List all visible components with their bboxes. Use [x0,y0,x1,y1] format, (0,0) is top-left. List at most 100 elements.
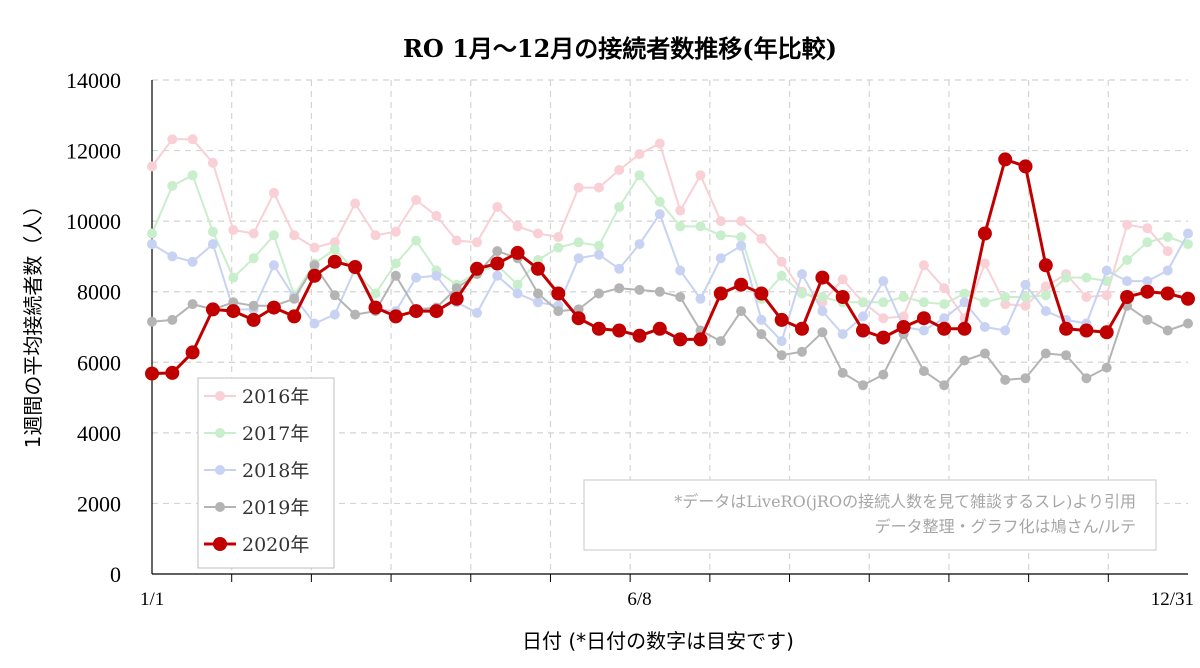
data-point [1142,276,1153,287]
data-point [1162,325,1173,336]
series-0 [147,134,1173,324]
data-point [551,286,566,301]
data-point [1061,272,1072,283]
y-axis-label: 1週間の平均接続者数（人） [21,196,45,449]
x-axis-label: 日付 (*日付の数字は目安です) [522,629,794,653]
data-point [510,245,525,260]
data-point [492,202,503,212]
data-point [756,314,767,325]
data-point [593,288,604,299]
data-point [918,366,929,377]
data-point [553,242,564,253]
data-point [1160,286,1175,301]
data-point [959,355,970,366]
data-point [145,366,159,381]
data-point [939,283,950,294]
data-point [695,293,706,304]
data-point [634,149,645,160]
data-point [979,322,990,332]
series-group [145,134,1195,391]
data-point [713,286,728,301]
data-point [327,254,342,269]
data-point [736,216,747,227]
note-line: *データはLiveRO(jROの接続人数を見て雑談するスレ)より引用 [674,492,1136,511]
source-note: *データはLiveRO(jROの接続人数を見て雑談するスレ)より引用データ整理・… [583,479,1157,551]
data-point [918,325,929,336]
data-point [268,187,279,198]
data-point [632,328,647,343]
data-point [654,209,665,220]
data-point [370,288,381,299]
x-axis-ticks: 1/1 6/8 12/31 [140,589,1194,610]
data-point [939,313,950,324]
data-point [1142,223,1153,234]
legend-entry: 2020年 [242,534,309,556]
legend-entry: 2016年 [242,386,309,408]
data-point [654,196,665,207]
data-point [268,230,279,241]
data-point [858,380,868,391]
data-point [1120,290,1135,304]
data-point [736,306,747,317]
data-point [654,286,665,297]
x-tick-label: 12/31 [1151,589,1194,610]
data-point [246,312,261,327]
data-point [774,312,789,327]
data-point [675,265,686,276]
data-point [593,249,604,260]
data-point [492,246,503,257]
data-point [1040,306,1051,317]
data-point [329,237,340,248]
data-point [411,195,422,205]
data-point [736,232,747,242]
legend-entry: 2017年 [242,423,309,445]
data-point [1000,374,1011,385]
data-point [837,274,848,285]
data-point [1122,276,1133,287]
note-line: データ整理・グラフ化は鳩さん/ルテ [875,517,1136,536]
data-point [147,239,157,250]
note-box [583,479,1157,551]
data-point [898,292,909,302]
data-point [370,230,381,241]
data-point [1162,246,1173,257]
data-point [207,239,218,250]
data-point [205,302,220,317]
data-point [390,258,401,269]
data-point [858,311,868,322]
data-point [1183,318,1193,329]
series-line-3 [151,250,1189,387]
data-point [614,165,625,175]
data-point [390,270,401,281]
legend-swatch-marker [215,502,225,512]
data-point [998,152,1013,167]
data-point [207,226,218,237]
data-point [979,348,990,359]
data-point [675,292,686,302]
x-tick-label: 1/1 [140,589,164,610]
legend-swatch-marker [215,428,225,438]
data-point [1101,362,1112,373]
data-point [348,260,363,274]
data-point [652,321,667,336]
data-point [390,226,401,237]
data-point [1061,350,1072,361]
data-point [957,321,972,336]
data-point [837,367,848,378]
data-point [1040,348,1051,359]
chart-title: RO 1月～12月の接続者数推移(年比較) [403,34,837,63]
data-point [1162,232,1173,242]
data-point [409,304,424,319]
data-point [734,277,749,292]
data-point [817,306,828,317]
x-tick-label: 6/8 [627,589,651,610]
data-point [492,270,503,281]
y-tick-label: 12000 [66,139,121,164]
data-point [1181,291,1195,306]
data-point [573,182,584,193]
data-point [896,320,911,334]
data-point [307,268,322,283]
data-point [1038,258,1053,273]
data-point [512,288,523,299]
data-point [553,232,564,242]
